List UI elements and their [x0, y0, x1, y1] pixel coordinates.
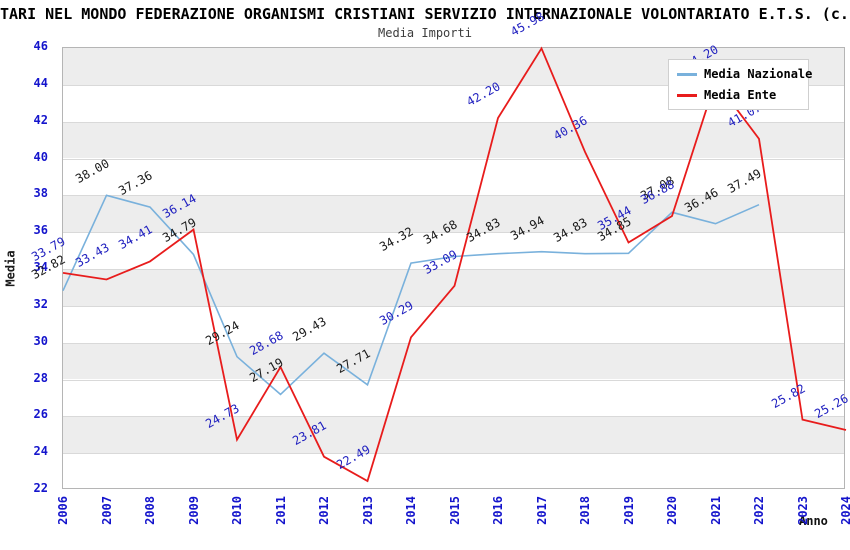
gridline: [63, 269, 844, 270]
gridline: [63, 85, 844, 86]
x-tick-label: 2015: [447, 496, 462, 525]
y-tick-label: 44: [33, 75, 48, 90]
x-tick-label: 2016: [491, 496, 505, 525]
gridline: [63, 416, 844, 417]
legend-label-media-nazionale: Media Nazionale: [704, 67, 813, 81]
plot-area: [62, 46, 847, 489]
x-tick-label: 2012: [317, 496, 331, 525]
y-tick-label: 24: [33, 444, 48, 459]
y-tick-label: 36: [33, 223, 48, 238]
x-tick-label: 2017: [534, 496, 549, 525]
x-tick-label: 2006: [56, 496, 70, 525]
gridline: [63, 343, 844, 344]
chart-title: TARI NEL MONDO FEDERAZIONE ORGANISMI CRI…: [0, 5, 850, 23]
x-tick-label: 2014: [404, 496, 418, 525]
legend-item-media-nazionale: Media Nazionale: [677, 67, 812, 81]
y-tick-label: 40: [33, 149, 48, 164]
plot-band: [63, 195, 844, 233]
x-tick-label: 2007: [99, 496, 114, 525]
gridline: [63, 232, 844, 233]
nazionale-line: [62, 194, 760, 396]
x-tick-label: 2024: [839, 496, 850, 525]
gridline: [63, 195, 844, 196]
legend: Media Nazionale Media Ente: [668, 59, 812, 110]
x-tick-label: 2009: [186, 496, 201, 525]
y-tick-label: 30: [33, 333, 48, 348]
x-tick-label: 2018: [578, 496, 592, 525]
chart-subtitle: Media Importi: [378, 26, 472, 40]
y-tick-label: 22: [33, 481, 48, 495]
gridline: [63, 159, 844, 160]
x-tick-label: 2008: [143, 496, 157, 525]
y-tick-label: 32: [33, 296, 48, 311]
nazionale-line-swatch-icon: [677, 72, 697, 76]
gridline: [63, 380, 844, 381]
gridline: [63, 453, 844, 454]
x-tick-label: 2020: [665, 496, 679, 525]
x-tick-label: 2021: [708, 496, 723, 525]
x-tick-label: 2022: [752, 496, 766, 525]
x-tick-label: 2010: [230, 496, 244, 525]
gridline: [63, 306, 844, 307]
y-tick-label: 34: [33, 260, 48, 274]
plot-band: [63, 121, 844, 159]
plot-band: [63, 416, 844, 454]
y-tick-label: 28: [33, 370, 48, 385]
x-tick-label: 2013: [360, 496, 375, 525]
x-tick-label: 2019: [621, 496, 636, 525]
series-lines: [62, 46, 847, 483]
gridline: [63, 122, 844, 123]
x-tick-label: 2023: [795, 496, 810, 525]
ente-line: [62, 46, 847, 483]
legend-item-media-ente: Media Ente: [677, 88, 800, 102]
y-tick-label: 26: [33, 407, 48, 422]
plot-band: [63, 342, 844, 380]
x-axis-title: Anno: [799, 514, 828, 528]
y-tick-label: 46: [33, 39, 48, 53]
ente-line-swatch-icon: [677, 93, 697, 97]
y-tick-label: 38: [33, 186, 48, 201]
y-tick-label: 42: [33, 112, 48, 127]
x-tick-label: 2011: [273, 496, 288, 525]
legend-label-media-ente: Media Ente: [704, 88, 777, 102]
